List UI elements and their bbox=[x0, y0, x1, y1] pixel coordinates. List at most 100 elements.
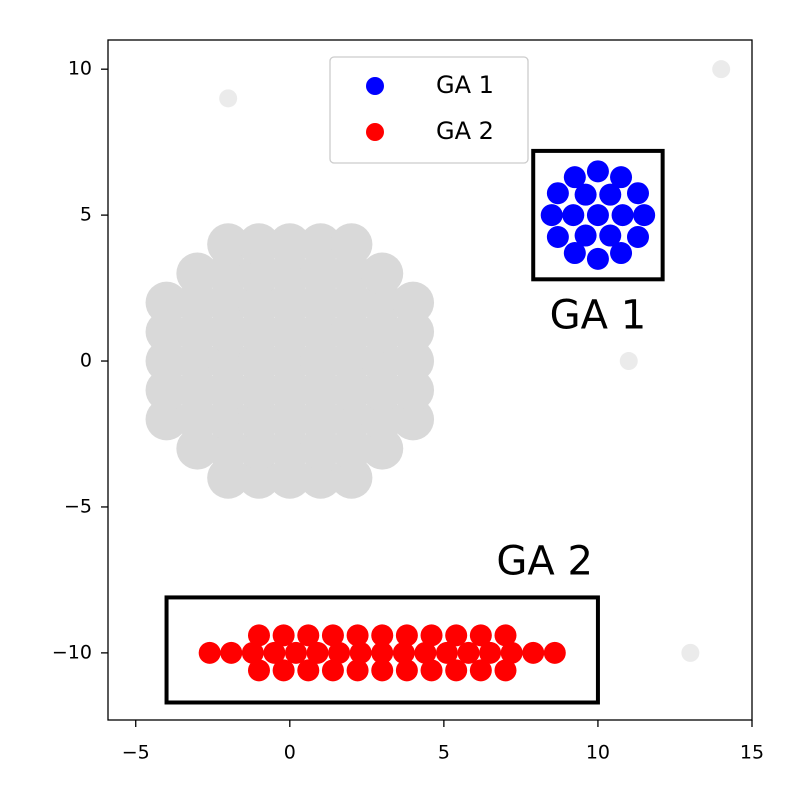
scatter-point bbox=[268, 281, 311, 324]
scatter-point bbox=[328, 641, 351, 664]
scatter-point bbox=[445, 624, 468, 647]
scatter-point bbox=[145, 310, 188, 353]
scatter-point bbox=[469, 624, 492, 647]
scatter-point bbox=[361, 369, 404, 412]
scatter-point bbox=[500, 641, 523, 664]
scatter-point bbox=[268, 223, 311, 266]
scatter-point bbox=[176, 369, 219, 412]
scatter-point bbox=[237, 223, 280, 266]
scatter-point bbox=[330, 223, 373, 266]
scatter-point bbox=[268, 456, 311, 499]
scatter-point bbox=[361, 281, 404, 324]
scatter-point bbox=[207, 456, 250, 499]
scatter-point bbox=[299, 310, 342, 353]
scatter-point bbox=[599, 224, 622, 247]
scatter-point bbox=[207, 340, 250, 383]
x-tick-label: 5 bbox=[438, 742, 450, 764]
scatter-point bbox=[371, 624, 394, 647]
scatter-point bbox=[284, 641, 307, 664]
scatter-point bbox=[330, 340, 373, 383]
scatter-point bbox=[237, 398, 280, 441]
scatter-point bbox=[599, 183, 622, 206]
legend-marker bbox=[366, 77, 384, 95]
scatter-point bbox=[563, 242, 586, 265]
x-tick-label: −5 bbox=[122, 742, 150, 764]
scatter-point bbox=[361, 310, 404, 353]
scatter-point bbox=[457, 641, 480, 664]
scatter-point bbox=[371, 641, 394, 664]
legend: GA 1 GA 2 bbox=[329, 56, 529, 164]
scatter-point bbox=[543, 641, 566, 664]
scatter-point bbox=[371, 659, 394, 682]
scatter-point bbox=[207, 223, 250, 266]
scatter-point bbox=[145, 340, 188, 383]
annotation-label: GA 2 bbox=[496, 538, 593, 584]
scatter-point bbox=[268, 340, 311, 383]
scatter-point bbox=[299, 369, 342, 412]
scatter-point bbox=[247, 659, 270, 682]
scatter-point bbox=[272, 659, 295, 682]
scatter-point bbox=[198, 641, 221, 664]
scatter-point bbox=[392, 281, 435, 324]
scatter-point bbox=[574, 224, 597, 247]
scatter-point bbox=[469, 659, 492, 682]
scatter-point bbox=[540, 204, 563, 227]
scatter-point bbox=[237, 456, 280, 499]
scatter-point bbox=[546, 225, 569, 248]
scatter-point bbox=[321, 624, 344, 647]
scatter-point bbox=[361, 252, 404, 295]
scatter-point bbox=[299, 427, 342, 470]
scatter-point bbox=[562, 204, 585, 227]
scatter-point bbox=[330, 369, 373, 412]
scatter-point bbox=[241, 641, 264, 664]
scatter-point bbox=[522, 641, 545, 664]
scatter-point bbox=[349, 641, 372, 664]
scatter-point bbox=[392, 398, 435, 441]
scatter-point bbox=[479, 641, 502, 664]
scatter-point bbox=[610, 242, 633, 265]
scatter-point bbox=[610, 166, 633, 189]
scatter-point bbox=[574, 183, 597, 206]
scatter-point bbox=[220, 641, 243, 664]
axes-frame bbox=[107, 39, 753, 721]
y-tick-label: 5 bbox=[80, 204, 92, 226]
scatter-point bbox=[299, 281, 342, 324]
scatter-point bbox=[361, 427, 404, 470]
scatter-point bbox=[392, 310, 435, 353]
scatter-point bbox=[392, 369, 435, 412]
scatter-point bbox=[330, 281, 373, 324]
scatter-point bbox=[299, 456, 342, 499]
scatter-point bbox=[392, 340, 435, 383]
scatter-point bbox=[445, 659, 468, 682]
scatter-point bbox=[420, 624, 443, 647]
scatter-point bbox=[626, 182, 649, 205]
scatter-point bbox=[268, 252, 311, 295]
scatter-point bbox=[330, 427, 373, 470]
scatter-point bbox=[619, 352, 638, 371]
legend-label: GA 2 bbox=[436, 117, 494, 145]
scatter-point bbox=[247, 624, 270, 647]
scatter-point bbox=[176, 310, 219, 353]
scatter-point bbox=[395, 624, 418, 647]
scatter-point bbox=[237, 427, 280, 470]
scatter-point bbox=[494, 624, 517, 647]
scatter-point bbox=[176, 252, 219, 295]
y-tick-label: 10 bbox=[68, 58, 92, 80]
legend-box bbox=[329, 56, 529, 164]
scatter-point bbox=[681, 643, 700, 662]
scatter-point bbox=[176, 398, 219, 441]
scatter-point bbox=[207, 369, 250, 412]
scatter-point bbox=[586, 204, 609, 227]
scatter-point bbox=[145, 369, 188, 412]
scatter-point bbox=[563, 166, 586, 189]
scatter-point bbox=[299, 223, 342, 266]
scatter-point bbox=[330, 310, 373, 353]
scatter-point bbox=[297, 624, 320, 647]
annotation-box bbox=[164, 595, 600, 705]
y-tick-label: −5 bbox=[64, 495, 92, 517]
scatter-point bbox=[626, 225, 649, 248]
legend-label: GA 1 bbox=[436, 71, 494, 99]
scatter-point bbox=[321, 659, 344, 682]
scatter-point bbox=[392, 641, 415, 664]
